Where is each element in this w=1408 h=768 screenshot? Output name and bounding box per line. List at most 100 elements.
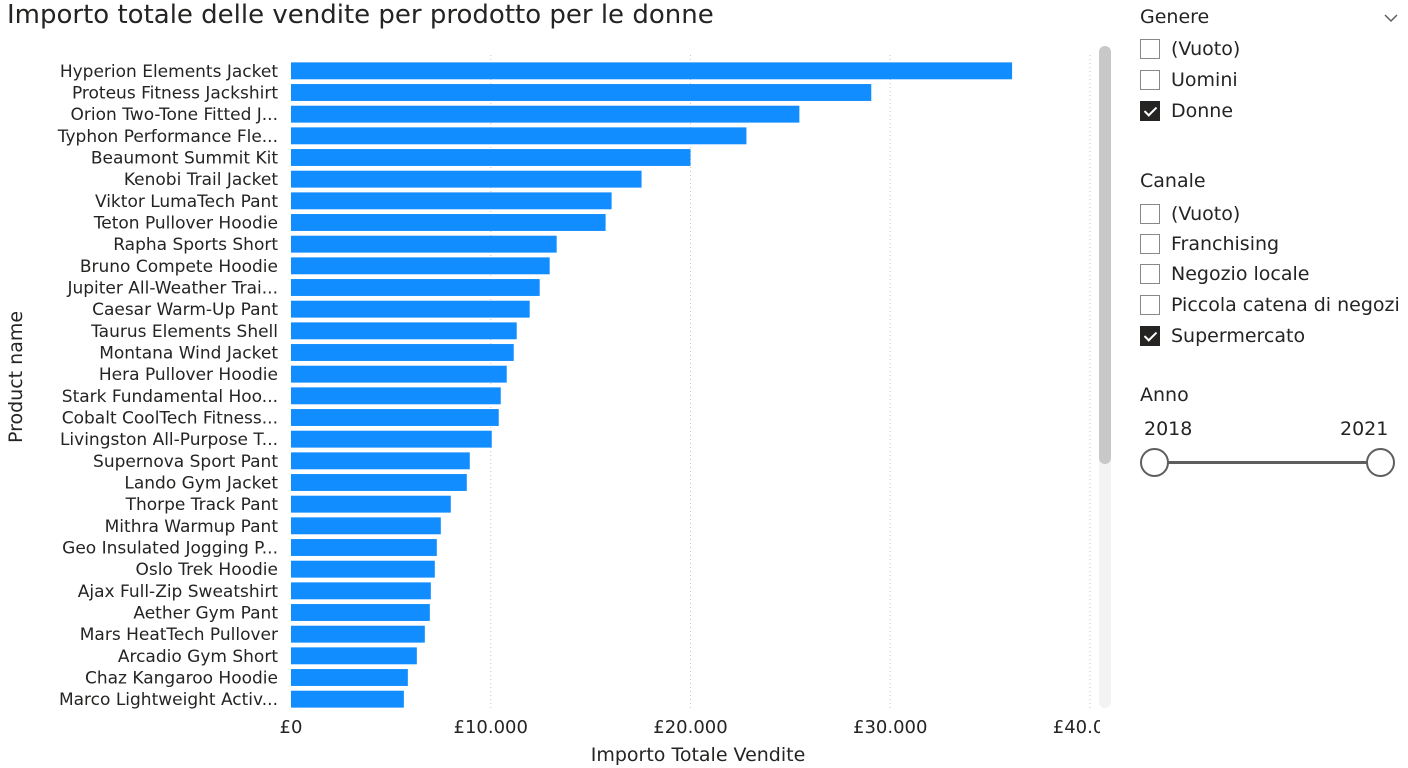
category-label: Montana Wind Jacket (99, 344, 278, 364)
bar[interactable] (291, 62, 1013, 80)
category-label: Mithra Warmup Pant (105, 517, 279, 537)
slicer-option-donne[interactable]: Donne (1140, 100, 1233, 122)
x-tick-label: £20.000 (653, 717, 727, 738)
category-label: Ajax Full-Zip Sweatshirt (78, 582, 279, 602)
bar[interactable] (291, 539, 437, 556)
bar[interactable] (291, 452, 470, 470)
bar[interactable] (291, 387, 501, 405)
x-tick-label: £40.000 (1053, 717, 1100, 738)
bar[interactable] (291, 192, 612, 210)
bar[interactable] (291, 690, 404, 708)
bar[interactable] (291, 279, 540, 296)
bar[interactable] (291, 149, 691, 166)
checkbox[interactable] (1140, 70, 1160, 90)
category-label: Stark Fundamental Hoo... (62, 387, 278, 407)
category-label: Jupiter All-Weather Trai... (66, 279, 278, 299)
chevron-down-icon[interactable] (1383, 10, 1399, 26)
year-range-end: 2021 (1340, 418, 1389, 440)
slicer-option-negozio-locale[interactable]: Negozio locale (1140, 263, 1309, 285)
bar[interactable] (291, 257, 550, 275)
bar[interactable] (291, 84, 872, 101)
bar[interactable] (291, 430, 492, 448)
option-label: Uomini (1171, 69, 1238, 91)
category-label: Typhon Performance Fle... (57, 127, 278, 147)
checkbox-checked[interactable] (1140, 326, 1160, 346)
slicer-option-piccola-catena[interactable]: Piccola catena di negozi (1140, 294, 1400, 316)
option-label: (Vuoto) (1171, 38, 1241, 60)
category-label: Taurus Elements Shell (90, 322, 278, 342)
slicer-option-genere-vuoto[interactable]: (Vuoto) (1140, 38, 1240, 60)
category-label: Chaz Kangaroo Hoodie (85, 669, 278, 689)
slicer-option-canale-vuoto[interactable]: (Vuoto) (1140, 203, 1240, 225)
bar[interactable] (291, 582, 431, 600)
year-range-start: 2018 (1144, 418, 1193, 440)
x-tick-label: £0 (280, 717, 303, 738)
chart-scrollbar[interactable] (1099, 46, 1111, 708)
bar[interactable] (291, 105, 800, 123)
bar[interactable] (291, 170, 642, 188)
x-axis-title: Importo Totale Vendite (591, 744, 806, 766)
x-axis-ticks: £0 £10.000 £20.000 £30.000 £40.000 (280, 717, 1100, 738)
year-slider-track[interactable] (1154, 461, 1380, 464)
category-label: Orion Two-Tone Fitted J... (71, 105, 278, 125)
bars (291, 62, 1013, 708)
category-label: Rapha Sports Short (113, 235, 278, 255)
option-label: Negozio locale (1171, 263, 1310, 285)
bar[interactable] (291, 409, 499, 426)
bar[interactable] (291, 604, 430, 621)
category-label: Thorpe Track Pant (125, 495, 279, 515)
category-label: Proteus Fitness Jackshirt (72, 84, 278, 104)
bar[interactable] (291, 127, 747, 145)
checkbox[interactable] (1140, 39, 1160, 59)
bar[interactable] (291, 235, 557, 253)
category-label: Geo Insulated Jogging P... (62, 539, 278, 559)
category-label: Hera Pullover Hoodie (99, 365, 278, 385)
category-label: Lando Gym Jacket (124, 474, 278, 494)
category-label: Supernova Sport Pant (93, 452, 278, 472)
checkbox[interactable] (1140, 234, 1160, 254)
category-label: Teton Pullover Hoodie (93, 214, 278, 234)
category-label: Hyperion Elements Jacket (60, 62, 279, 82)
option-label: (Vuoto) (1171, 203, 1241, 225)
bar[interactable] (291, 495, 451, 513)
year-slider-end-handle[interactable] (1366, 448, 1395, 477)
bar[interactable] (291, 474, 467, 491)
slicer-anno-title: Anno (1140, 384, 1189, 406)
year-slider-start-handle[interactable] (1140, 448, 1169, 477)
category-label: Aether Gym Pant (133, 604, 278, 624)
checkbox-checked[interactable] (1140, 101, 1160, 121)
bar[interactable] (291, 625, 425, 643)
category-label: Kenobi Trail Jacket (124, 170, 278, 190)
checkbox[interactable] (1140, 204, 1160, 224)
category-label: Livingston All-Purpose T... (60, 430, 278, 450)
category-label: Marco Lightweight Activ... (59, 690, 278, 710)
bar[interactable] (291, 669, 408, 686)
bar[interactable] (291, 214, 606, 231)
slicer-option-uomini[interactable]: Uomini (1140, 69, 1238, 91)
slicer-option-supermercato[interactable]: Supermercato (1140, 325, 1305, 347)
scrollbar-thumb[interactable] (1099, 46, 1111, 464)
option-label: Donne (1171, 100, 1234, 122)
bar[interactable] (291, 560, 435, 578)
category-label: Viktor LumaTech Pant (95, 192, 278, 212)
x-tick-label: £10.000 (454, 717, 528, 738)
bar[interactable] (291, 344, 514, 361)
y-axis-title: Product name (5, 311, 27, 443)
category-label: Caesar Warm-Up Pant (92, 300, 278, 320)
category-label: Cobalt CoolTech Fitness... (62, 409, 278, 429)
checkbox[interactable] (1140, 295, 1160, 315)
bar[interactable] (291, 647, 417, 665)
chart-title: Importo totale delle vendite per prodott… (7, 0, 714, 30)
bar[interactable] (291, 365, 507, 383)
category-label: Bruno Compete Hoodie (80, 257, 278, 277)
slicer-option-franchising[interactable]: Franchising (1140, 233, 1279, 255)
bar[interactable] (291, 517, 441, 535)
option-label: Franchising (1171, 233, 1280, 255)
checkbox[interactable] (1140, 264, 1160, 284)
x-tick-label: £30.000 (853, 717, 927, 738)
bar[interactable] (291, 300, 530, 318)
category-label: Arcadio Gym Short (118, 647, 278, 667)
bar[interactable] (291, 322, 517, 340)
